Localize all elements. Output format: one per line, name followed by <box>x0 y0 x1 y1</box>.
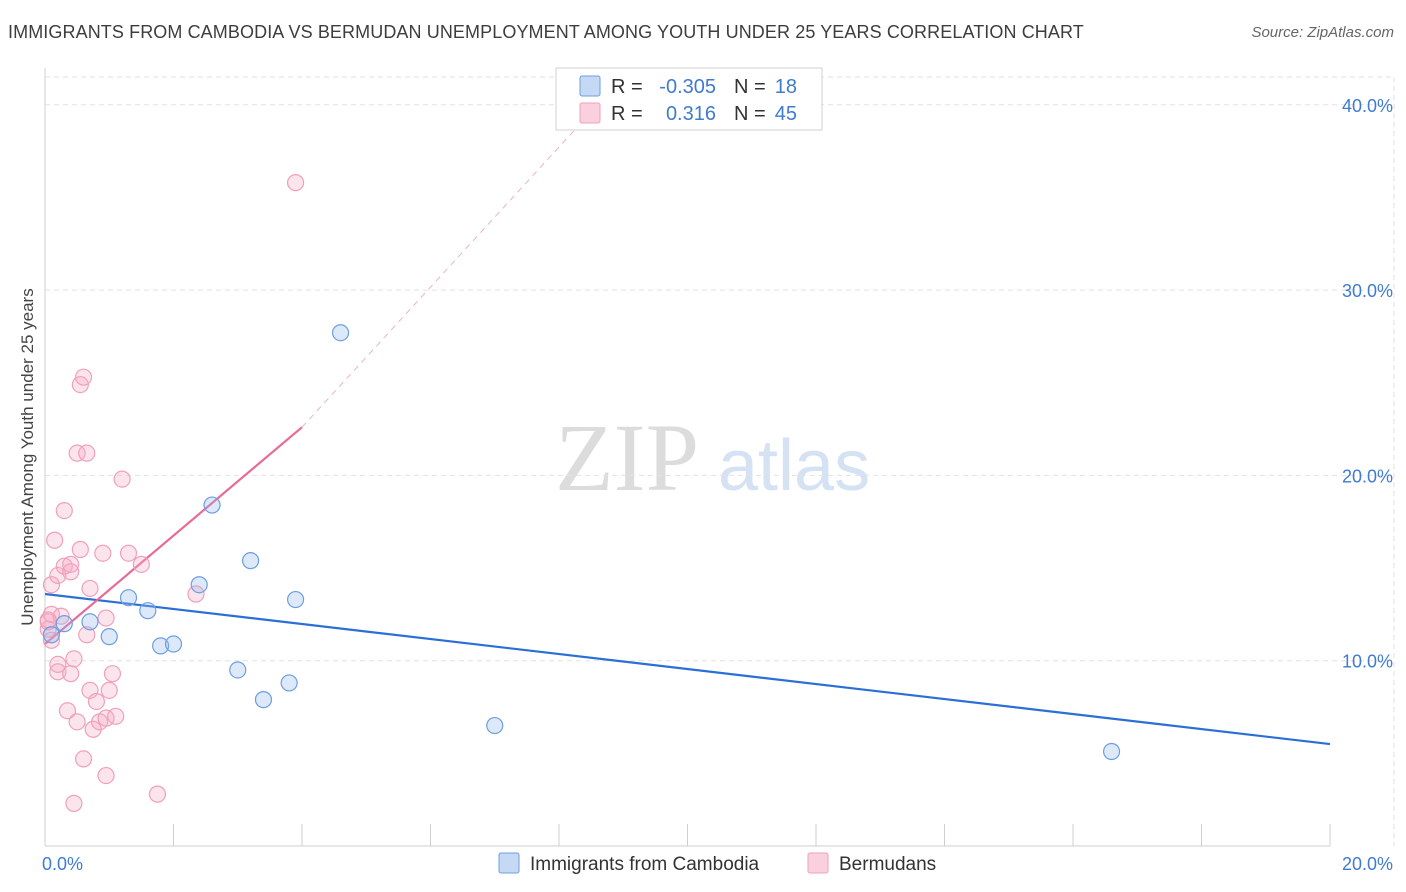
data-point-bermuda <box>65 650 83 668</box>
data-point-bermuda <box>42 576 61 594</box>
data-point-bermuda <box>97 609 115 627</box>
data-point-bermuda <box>55 502 73 520</box>
data-point-bermuda <box>78 444 96 462</box>
legend-r-label-cambodia: R = <box>611 76 643 98</box>
source-label: Source: ZipAtlas.com <box>1251 24 1394 41</box>
data-point-bermuda <box>100 681 118 699</box>
legend-n-value-bermuda: 45 <box>775 103 797 125</box>
data-point-bermuda <box>46 531 64 549</box>
data-point-cambodia <box>286 590 305 609</box>
y-tick-label: 40.0% <box>1342 96 1393 116</box>
watermark-zip: ZIP <box>555 404 699 511</box>
data-point-cambodia <box>55 615 73 633</box>
data-point-bermuda <box>81 579 99 598</box>
data-point-bermuda <box>97 766 115 785</box>
y-tick-label: 10.0% <box>1342 652 1393 672</box>
data-point-bermuda <box>113 470 131 488</box>
chart-title: IMMIGRANTS FROM CAMBODIA VS BERMUDAN UNE… <box>8 22 1084 42</box>
gridlines <box>45 76 1395 846</box>
legend-n-label-bermuda: N = <box>734 103 766 125</box>
series-legend: Immigrants from Cambodia Bermudans <box>498 852 936 875</box>
data-point-bermuda <box>49 663 67 681</box>
data-point-bermuda <box>78 626 96 644</box>
data-point-cambodia <box>190 576 208 594</box>
data-point-bermuda <box>148 785 167 803</box>
y-axis-label: Unemployment Among Youth under 25 years <box>18 288 37 625</box>
data-point-bermuda <box>62 665 80 683</box>
data-point-cambodia <box>331 324 350 342</box>
legend-n-label-cambodia: N = <box>734 76 766 98</box>
data-point-bermuda <box>103 665 122 683</box>
trend-lines <box>44 76 1331 746</box>
data-point-bermuda <box>74 368 93 386</box>
legend-n-value-cambodia: 18 <box>775 76 797 98</box>
data-point-bermuda <box>94 544 112 562</box>
data-point-cambodia <box>152 637 170 655</box>
x-tick-label: 0.0% <box>42 854 83 874</box>
legend-swatch-bermuda <box>579 102 601 124</box>
data-point-cambodia <box>100 628 118 646</box>
y-tick-label: 20.0% <box>1342 466 1393 486</box>
data-point-bermuda <box>107 707 125 725</box>
data-point-bermuda <box>68 444 86 462</box>
x-tick-label: 20.0% <box>1342 854 1393 874</box>
data-point-bermuda <box>132 555 150 573</box>
data-point-cambodia <box>139 602 157 620</box>
data-point-bermuda <box>49 566 67 585</box>
axes <box>44 68 1331 847</box>
data-point-bermuda <box>74 750 93 768</box>
trend-line-bermuda <box>44 426 303 645</box>
data-point-bermuda <box>187 585 205 603</box>
legend-r-label-bermuda: R = <box>611 103 643 125</box>
trend-line-bermuda-extension <box>301 76 624 428</box>
y-tick-label: 30.0% <box>1342 281 1393 301</box>
data-point-bermuda <box>58 702 77 720</box>
legend-swatch-cambodia <box>579 75 601 97</box>
data-point-cambodia <box>1102 742 1121 761</box>
series-legend-label-cambodia: Immigrants from Cambodia <box>530 854 760 875</box>
data-point-cambodia <box>486 716 504 735</box>
data-point-bermuda <box>71 540 89 559</box>
data-point-bermuda <box>119 544 138 562</box>
data-point-cambodia <box>280 674 298 692</box>
data-point-bermuda <box>62 555 80 573</box>
data-point-cambodia <box>81 613 99 631</box>
data-point-bermuda <box>42 631 61 649</box>
data-point-bermuda <box>39 611 57 629</box>
series-legend-label-bermuda: Bermudans <box>839 854 936 875</box>
data-point-cambodia <box>203 496 221 514</box>
data-point-cambodia <box>119 589 138 607</box>
data-point-cambodia <box>42 626 61 644</box>
watermark-atlas: atlas <box>718 426 870 506</box>
tick-labels: 10.0% 20.0% 30.0% 40.0% 0.0% 20.0% <box>42 96 1393 874</box>
data-point-cambodia <box>229 661 247 679</box>
series-legend-swatch-cambodia <box>498 852 520 874</box>
trend-line-cambodia <box>44 592 1331 746</box>
data-points <box>39 174 1121 812</box>
data-point-cambodia <box>254 691 273 709</box>
data-point-bermuda <box>286 174 305 192</box>
data-point-bermuda <box>87 692 106 711</box>
data-point-cambodia <box>164 635 183 653</box>
data-point-bermuda <box>65 794 83 812</box>
legend-r-value-bermuda: 0.316 <box>666 103 716 125</box>
stats-legend: R = -0.305 N = 18 R = 0.316 N = 45 <box>555 67 823 131</box>
legend-r-value-cambodia: -0.305 <box>659 76 716 98</box>
series-legend-swatch-bermuda <box>807 852 829 874</box>
data-point-cambodia <box>242 552 260 570</box>
data-point-bermuda <box>68 713 86 731</box>
